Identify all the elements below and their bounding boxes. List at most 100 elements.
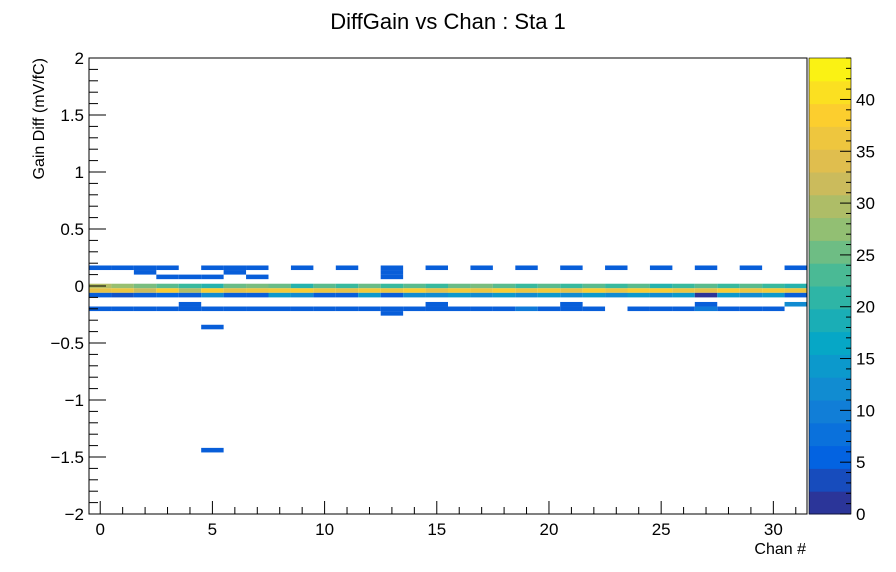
heatmap-cell <box>470 288 493 293</box>
heatmap-cell <box>784 292 807 298</box>
colorbar-tick-label: 5 <box>856 453 865 472</box>
heatmap-cell <box>403 288 426 293</box>
heatmap-cell <box>784 265 807 271</box>
heatmap-cell <box>515 288 538 293</box>
heatmap-cell <box>335 288 359 293</box>
heatmap-cell <box>380 288 404 293</box>
heatmap-cells <box>89 265 807 453</box>
heatmap-cell <box>627 292 650 298</box>
heatmap-cell <box>425 301 448 307</box>
colorbar-segment <box>809 331 851 355</box>
colorbar-segment <box>809 58 851 82</box>
colorbar-segment <box>809 126 851 150</box>
heatmap-cell <box>156 306 179 312</box>
heatmap-cell <box>425 283 448 289</box>
heatmap-cell <box>246 292 269 298</box>
colorbar-tick-label: 35 <box>856 142 875 161</box>
colorbar-segment <box>809 422 851 447</box>
y-tick-label: −2 <box>65 505 84 524</box>
heatmap-cell <box>178 306 202 312</box>
heatmap-cell <box>156 274 179 280</box>
heatmap-cell <box>201 274 224 280</box>
heatmap-cell <box>358 292 381 298</box>
heatmap-cell <box>739 288 763 293</box>
heatmap-cell <box>246 288 269 293</box>
y-tick-label: 2 <box>75 49 84 68</box>
heatmap-cell <box>515 265 538 271</box>
heatmap-cell <box>784 283 807 289</box>
y-tick-label: 1.5 <box>60 106 84 125</box>
heatmap-cell <box>403 306 426 312</box>
heatmap-cell <box>627 306 650 312</box>
heatmap-cell <box>627 283 650 289</box>
x-axis-ticks: 0 5 10 15 20 25 30 <box>95 501 797 539</box>
heatmap-cell <box>268 306 291 312</box>
heatmap-cell <box>268 288 291 293</box>
colorbar-tick-label: 25 <box>856 246 875 265</box>
heatmap-cell <box>268 283 291 289</box>
heatmap-cell <box>649 265 673 271</box>
heatmap-cell <box>649 288 673 293</box>
heatmap-cell <box>448 306 471 312</box>
heatmap-cell <box>694 265 718 271</box>
colorbar-segment <box>809 149 851 173</box>
y-tick-label: 0 <box>75 277 84 296</box>
heatmap-cell <box>111 283 134 289</box>
heatmap-cell <box>133 306 157 312</box>
heatmap-cell <box>560 283 583 289</box>
y-tick-label: 1 <box>75 163 84 182</box>
heatmap-cell <box>739 265 763 271</box>
heatmap-cell <box>335 283 359 289</box>
heatmap-cell <box>358 306 381 312</box>
heatmap-cell <box>672 283 695 289</box>
heatmap-cell <box>111 292 134 298</box>
heatmap-cell <box>425 288 448 293</box>
colorbar-tick-label: 40 <box>856 90 875 109</box>
heatmap-cell <box>223 270 247 275</box>
colorbar-segment <box>809 240 851 264</box>
heatmap-cell <box>425 306 448 312</box>
heatmap-cell <box>201 265 224 271</box>
heatmap-cell <box>290 306 314 312</box>
heatmap-cell <box>717 288 740 293</box>
y-tick-label: −1 <box>65 391 84 410</box>
heatmap-cell <box>694 292 718 298</box>
heatmap-cell <box>133 288 157 293</box>
heatmap-cell <box>694 306 718 312</box>
heatmap-cell <box>313 283 336 289</box>
x-axis-label: Chan # <box>754 541 806 558</box>
heatmap-cell <box>156 283 179 289</box>
heatmap-cell <box>133 265 157 271</box>
heatmap-cell <box>739 283 763 289</box>
heatmap-cell <box>560 265 583 271</box>
heatmap-cell <box>89 306 112 312</box>
heatmap-cell <box>201 283 224 289</box>
colorbar-segment <box>809 491 851 515</box>
heatmap-cell <box>178 288 202 293</box>
heatmap-cell <box>582 283 606 289</box>
heatmap-cell <box>335 306 359 312</box>
heatmap-cell <box>470 265 493 271</box>
heatmap-cell <box>784 301 807 307</box>
heatmap-cell <box>537 306 561 312</box>
heatmap-cell <box>111 265 134 271</box>
heatmap-cell <box>290 288 314 293</box>
heatmap-cell <box>694 283 718 289</box>
heatmap-cell <box>537 292 561 298</box>
heatmap-cell <box>560 292 583 298</box>
heatmap-cell <box>717 306 740 312</box>
heatmap-cell <box>672 306 695 312</box>
heatmap-cell <box>201 447 224 453</box>
colorbar-segment <box>809 377 851 401</box>
heatmap-cell <box>156 288 179 293</box>
heatmap-cell <box>492 283 516 289</box>
heatmap-cell <box>649 292 673 298</box>
heatmap-cell <box>515 283 538 289</box>
colorbar-segment <box>809 468 851 492</box>
heatmap-cell <box>201 288 224 293</box>
heatmap-cell <box>223 306 247 312</box>
heatmap-cell <box>492 292 516 298</box>
heatmap-cell <box>582 292 606 298</box>
x-tick-label: 30 <box>764 520 783 539</box>
y-axis-label: Gain Diff (mV/fC) <box>31 58 48 180</box>
